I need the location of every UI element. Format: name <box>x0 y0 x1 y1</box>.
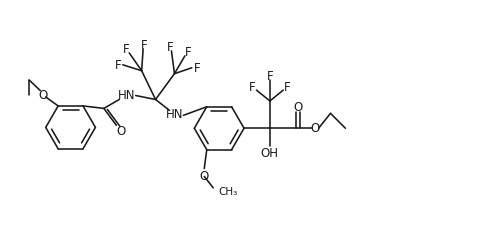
Text: O: O <box>293 101 302 114</box>
Text: F: F <box>193 62 200 75</box>
Text: F: F <box>122 44 129 56</box>
Text: CH₃: CH₃ <box>218 187 238 197</box>
Text: F: F <box>185 46 192 59</box>
Text: O: O <box>39 89 48 101</box>
Text: HN: HN <box>118 89 136 102</box>
Text: F: F <box>167 41 174 55</box>
Text: HN: HN <box>166 108 183 121</box>
Text: OH: OH <box>261 147 279 160</box>
Text: O: O <box>310 122 319 135</box>
Text: O: O <box>116 125 125 138</box>
Text: F: F <box>249 81 256 94</box>
Text: F: F <box>114 59 121 72</box>
Text: O: O <box>200 170 209 183</box>
Text: F: F <box>284 81 291 94</box>
Text: F: F <box>141 39 148 52</box>
Text: F: F <box>266 70 273 83</box>
